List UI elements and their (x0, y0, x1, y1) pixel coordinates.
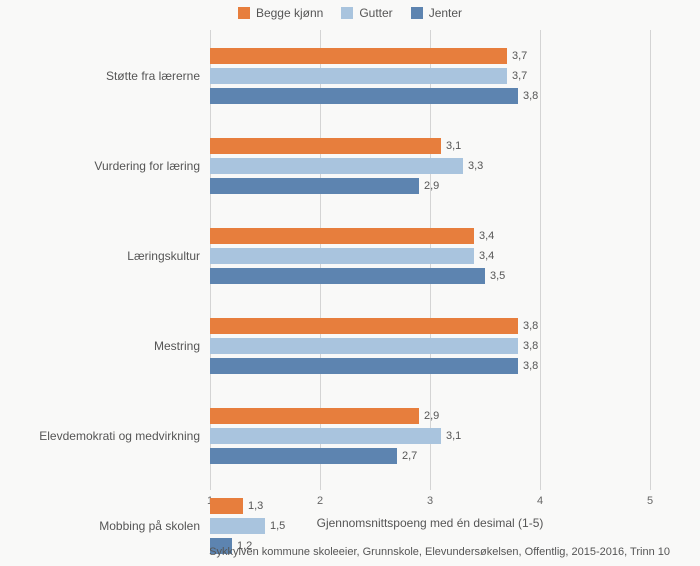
legend-label: Gutter (359, 6, 392, 20)
legend-swatch (411, 7, 423, 19)
category-label: Mobbing på skolen (99, 519, 200, 533)
category-label: Elevdemokrati og medvirkning (39, 429, 200, 443)
legend-label: Jenter (429, 6, 462, 20)
chart-container: Begge kjønn Gutter Jenter Gjennomsnittsp… (0, 0, 700, 566)
category-label: Mestring (154, 339, 200, 353)
value-label: 3,4 (479, 250, 494, 262)
value-label: 3,8 (523, 340, 538, 352)
bar (210, 268, 485, 284)
value-label: 1,5 (270, 520, 285, 532)
category-label: Læringskultur (127, 249, 200, 263)
value-label: 3,8 (523, 360, 538, 372)
bar (210, 228, 474, 244)
x-tick-label: 2 (317, 495, 323, 507)
value-label: 3,7 (512, 70, 527, 82)
value-label: 3,4 (479, 230, 494, 242)
bar (210, 178, 419, 194)
legend-swatch (238, 7, 250, 19)
legend-swatch (341, 7, 353, 19)
plot-area: Gjennomsnittspoeng med én desimal (1-5) … (210, 30, 650, 490)
x-tick-label: 3 (427, 495, 433, 507)
bar (210, 138, 441, 154)
value-label: 3,8 (523, 320, 538, 332)
bar (210, 428, 441, 444)
legend-item: Jenter (411, 6, 462, 20)
legend-label: Begge kjønn (256, 6, 323, 20)
gridline (650, 30, 651, 490)
x-tick-label: 4 (537, 495, 543, 507)
value-label: 1,3 (248, 500, 263, 512)
category-label: Vurdering for læring (94, 159, 200, 173)
bar (210, 498, 243, 514)
bar (210, 408, 419, 424)
value-label: 2,9 (424, 180, 439, 192)
bar (210, 248, 474, 264)
legend-item: Begge kjønn (238, 6, 323, 20)
bar (210, 88, 518, 104)
legend: Begge kjønn Gutter Jenter (0, 0, 700, 20)
category-label: Støtte fra lærerne (106, 69, 200, 83)
bar (210, 448, 397, 464)
value-label: 3,3 (468, 160, 483, 172)
value-label: 2,9 (424, 410, 439, 422)
value-label: 3,1 (446, 140, 461, 152)
bar (210, 68, 507, 84)
x-tick-label: 5 (647, 495, 653, 507)
bar (210, 358, 518, 374)
bar (210, 518, 265, 534)
chart-footer: Sykkylven kommune skoleeier, Grunnskole,… (209, 546, 670, 558)
gridline (540, 30, 541, 490)
value-label: 3,8 (523, 90, 538, 102)
bar (210, 48, 507, 64)
legend-item: Gutter (341, 6, 392, 20)
value-label: 2,7 (402, 450, 417, 462)
bar (210, 158, 463, 174)
value-label: 3,5 (490, 270, 505, 282)
bar (210, 318, 518, 334)
value-label: 3,7 (512, 50, 527, 62)
bar (210, 338, 518, 354)
value-label: 3,1 (446, 430, 461, 442)
